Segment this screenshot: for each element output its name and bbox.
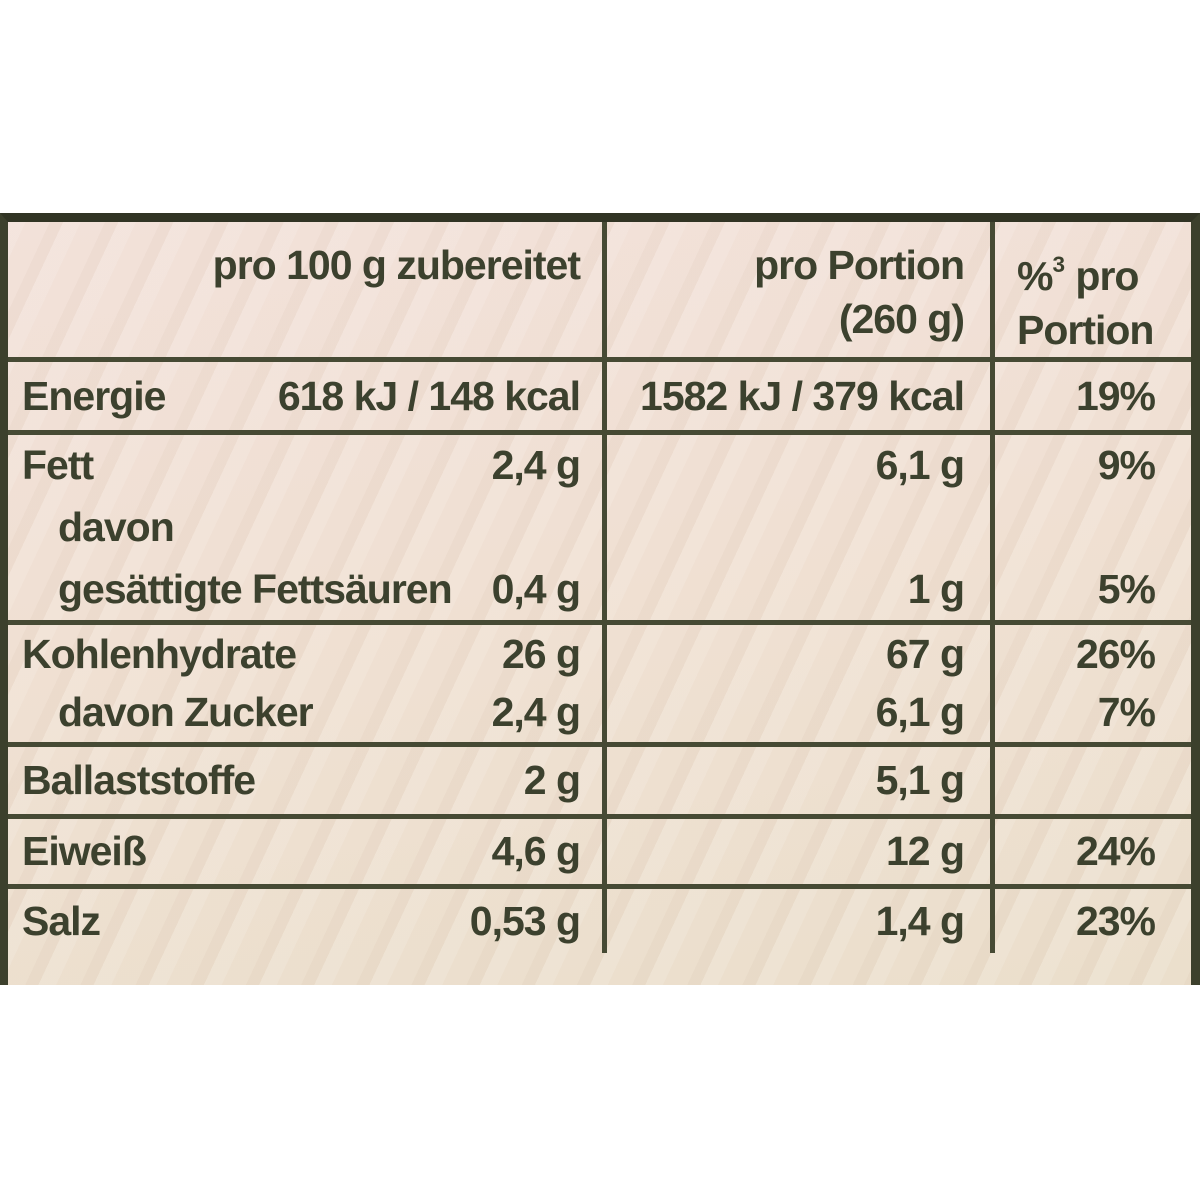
value-per-portion: 12 g [885, 828, 965, 874]
value-per-portion: 5,1 g [875, 757, 965, 803]
nutrient-sublabel: gesättigte Fettsäuren [58, 565, 453, 612]
header-per-100g-label: pro 100 g zubereitet [212, 242, 581, 288]
nutrient-label: Eiweiß [22, 828, 147, 874]
header-per-100g: pro 100 g zubereitet [8, 222, 602, 357]
table-row-kohlenhydrate: Kohlenhydrate 26 g davon Zucker 2,4 g 67… [8, 625, 1191, 747]
table-row-salz: Salz 0,53 g 1,4 g 23% [8, 889, 1191, 953]
header-per-portion-line1: pro Portion [754, 242, 965, 288]
value-per-100g: 2 g [523, 757, 581, 803]
value-per-portion: 6,1 g [875, 689, 965, 736]
nutrient-label: Ballaststoffe [22, 757, 256, 803]
value-percent: 24% [1075, 828, 1156, 874]
value-per-portion: 1 g [907, 565, 965, 612]
value-per-portion: 1582 kJ / 379 kcal [640, 372, 965, 419]
value-per-100g: 4,6 g [491, 828, 581, 874]
nutrient-label: Fett [22, 442, 94, 489]
percent-symbol: % [1017, 253, 1053, 299]
value-percent: 5% [1097, 565, 1156, 612]
value-per-portion: 1,4 g [875, 897, 965, 944]
value-per-100g: 0,4 g [491, 565, 581, 612]
nutrient-sublabel: davon Zucker [58, 689, 314, 736]
table-row-fett: Fett 2,4 g davon gesättigte Fettsäuren 0… [8, 435, 1191, 625]
table-row-energie: Energie 618 kJ / 148 kcal 1582 kJ / 379 … [8, 362, 1191, 435]
header-percent-portion: %3 pro Portion [990, 222, 1191, 357]
value-percent: 26% [1075, 630, 1156, 677]
value-per-100g: 2,4 g [491, 442, 581, 489]
value-percent: 23% [1075, 897, 1156, 944]
value-per-portion: 6,1 g [875, 442, 965, 489]
value-per-100g: 618 kJ / 148 kcal [277, 372, 581, 419]
table-row-eiweiss: Eiweiß 4,6 g 12 g 24% [8, 819, 1191, 889]
header-percent-pro: pro [1065, 253, 1139, 299]
nutrient-label: Salz [22, 897, 101, 944]
value-per-100g: 0,53 g [469, 897, 581, 944]
nutrient-label: Energie [22, 372, 166, 419]
value-per-portion: 67 g [885, 630, 965, 677]
header-percent-line2: Portion [1017, 307, 1154, 353]
value-per-100g: 2,4 g [491, 689, 581, 736]
value-per-100g: 26 g [501, 630, 581, 677]
nutrient-sublabel: davon [58, 503, 175, 550]
nutrition-table: pro 100 g zubereitet pro Portion (260 g)… [0, 213, 1200, 985]
header-per-portion: pro Portion (260 g) [602, 222, 990, 357]
value-percent: 19% [1075, 372, 1156, 419]
nutrient-label: Kohlenhydrate [22, 630, 297, 677]
header-per-portion-line2: (260 g) [838, 296, 965, 342]
table-header-row: pro 100 g zubereitet pro Portion (260 g)… [8, 222, 1191, 362]
table-row-ballaststoffe: Ballaststoffe 2 g 5,1 g [8, 747, 1191, 819]
value-percent: 9% [1097, 442, 1156, 489]
value-percent: 7% [1097, 689, 1156, 736]
footnote-superscript: 3 [1052, 252, 1066, 277]
